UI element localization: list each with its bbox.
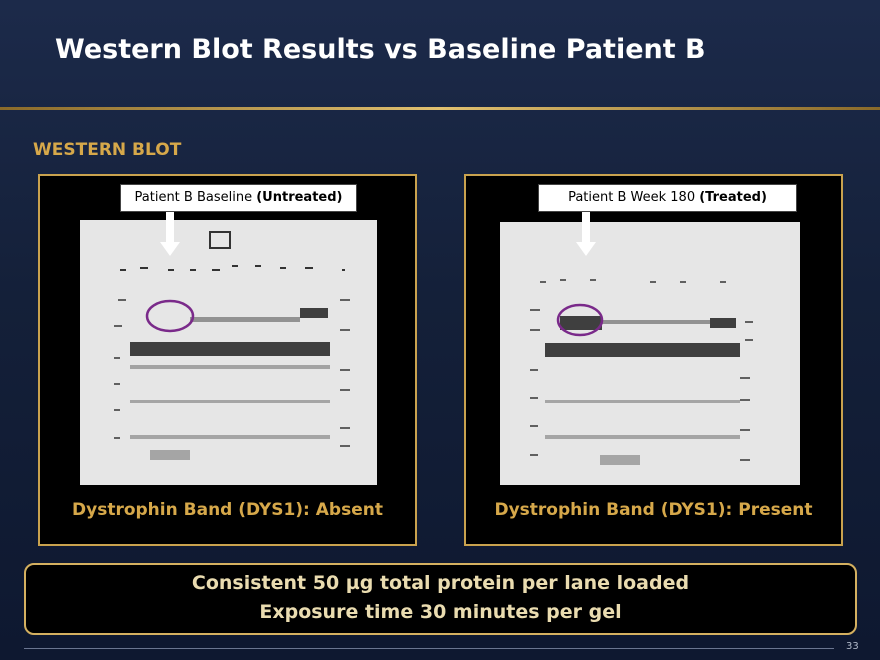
footer-box (24, 563, 857, 635)
divider (0, 107, 880, 110)
footer-line: Consistent 50 µg total protein per lane … (191, 572, 690, 594)
label-text: Patient B Week 180 (568, 190, 696, 205)
panel-label: Patient B Week 180 (Treated) (538, 184, 797, 212)
bottom-rule (24, 648, 834, 649)
page-number: 33 (846, 641, 859, 652)
label-emphasis: (Treated) (699, 190, 767, 205)
arrows (160, 212, 596, 256)
slide-title: Western Blot Results vs Baseline Patient… (55, 34, 706, 65)
blot-image (500, 222, 800, 485)
blot-image (80, 220, 377, 485)
panel-label: Patient B Baseline (Untreated) (120, 184, 357, 212)
footer-line: Exposure time 30 minutes per gel (259, 601, 622, 623)
panel-caption: Dystrophin Band (DYS1): Absent (72, 500, 383, 520)
panel-caption: Dystrophin Band (DYS1): Present (494, 500, 813, 520)
section-heading: WESTERN BLOT (33, 140, 182, 160)
label-emphasis: (Untreated) (256, 190, 343, 205)
label-text: Patient B Baseline (134, 190, 253, 205)
